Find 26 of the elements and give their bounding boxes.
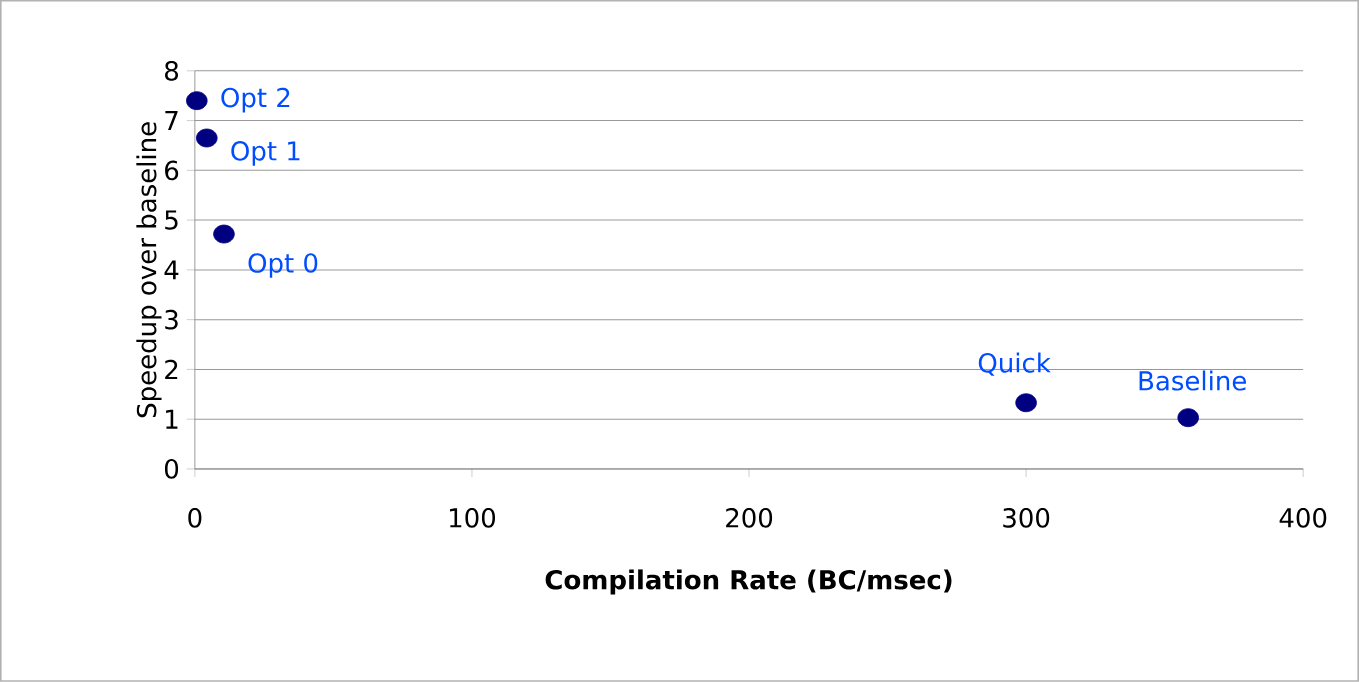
- point: [196, 128, 218, 148]
- y-axis-title: Speedup over baseline: [136, 122, 162, 418]
- x-tick-label: 100: [449, 508, 496, 528]
- y-tick-label: 6: [165, 160, 179, 181]
- y-tick-label: 2: [165, 359, 178, 380]
- x-tick-label: 400: [1279, 508, 1327, 528]
- y-tick-label: 4: [164, 260, 179, 280]
- y-tick-label: 5: [165, 210, 178, 230]
- annotation: Opt 1: [231, 141, 300, 166]
- point: [1177, 408, 1199, 428]
- point: [213, 224, 235, 244]
- point: [186, 91, 208, 111]
- x-tick-label: 200: [726, 508, 773, 528]
- x-tick-label: 300: [1003, 508, 1050, 528]
- y-tick-label: 1: [166, 409, 178, 429]
- y-tick-label: 3: [165, 309, 178, 330]
- x-axis-title: Compilation Rate (BC/msec): [545, 569, 952, 595]
- annotation: Opt 0: [248, 253, 318, 278]
- annotation: Opt 2: [221, 87, 290, 113]
- annotation: Baseline: [1139, 370, 1246, 391]
- x-tick-label: 0: [188, 508, 202, 528]
- y-tick-label: 8: [165, 61, 179, 81]
- y-tick-label: 0: [164, 459, 179, 479]
- point: [1015, 393, 1037, 413]
- y-tick-label: 7: [165, 111, 178, 131]
- annotation: Quick: [978, 352, 1051, 376]
